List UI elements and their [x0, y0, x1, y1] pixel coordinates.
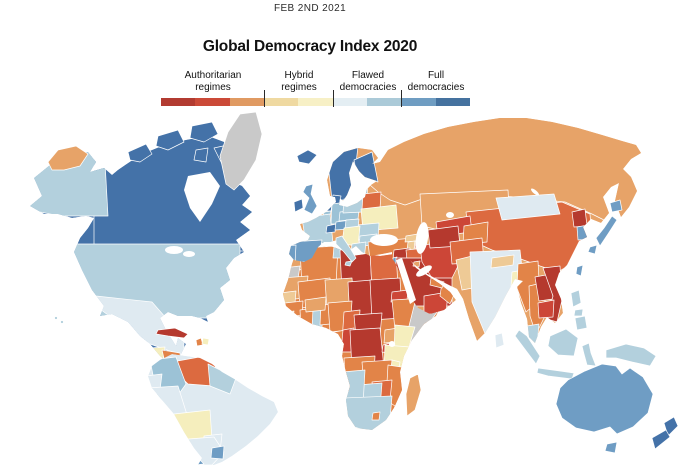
- legend-label-hybrid: Hybrid regimes: [253, 70, 345, 94]
- legend-scale-segment: [195, 98, 230, 106]
- legend-label-line: Full: [427, 70, 445, 81]
- legend-label-line: Flawed: [351, 70, 385, 81]
- legend-tick: [333, 90, 335, 107]
- country-indonesia-sumatra: [514, 329, 541, 365]
- country-arctic-islands: [155, 129, 185, 151]
- country-greenland: [219, 111, 263, 191]
- country-tasmania: [604, 441, 618, 454]
- legend-label-line: regimes: [195, 81, 231, 93]
- great-lakes: [165, 246, 183, 254]
- country-liberia: [290, 315, 303, 328]
- legend-tick: [264, 90, 266, 107]
- legend-scale-segment: [435, 98, 470, 106]
- hawaii-islands: [60, 320, 64, 324]
- country-nepal: [490, 254, 515, 269]
- country-arctic-islands: [193, 147, 209, 163]
- legend-label-line: Hybrid: [284, 70, 314, 81]
- country-sri-lanka: [494, 332, 505, 349]
- country-haiti: [195, 337, 204, 347]
- country-netherlands: [324, 203, 333, 212]
- country-arctic-islands: [127, 143, 153, 163]
- country-philippines-luzon: [570, 289, 582, 308]
- country-iceland: [296, 149, 318, 165]
- page-title: Global Democracy Index 2020: [202, 38, 418, 55]
- legend-label-line: Authoritarian: [184, 70, 242, 81]
- country-taiwan: [575, 264, 584, 277]
- country-norway-sweden: [325, 144, 359, 201]
- aral-sea: [446, 212, 454, 218]
- country-switzerland: [325, 223, 337, 234]
- country-italy: [335, 235, 357, 263]
- country-philippines-visayas: [573, 308, 584, 317]
- legend-scale-segment: [366, 98, 402, 106]
- great-lakes: [183, 251, 195, 257]
- publication-date: FEB 2ND 2021: [273, 3, 347, 14]
- country-kuwait: [412, 260, 421, 268]
- persian-gulf: [416, 265, 432, 277]
- country-new-guinea: [605, 343, 657, 367]
- legend-scale-segment: [161, 98, 196, 106]
- caspian-sea: [415, 222, 429, 254]
- black-sea: [370, 234, 398, 246]
- country-burkina-faso: [304, 296, 327, 313]
- legend-scale-segment: [229, 98, 264, 106]
- country-new-zealand-south: [651, 429, 671, 450]
- country-japan-hokkaido: [609, 199, 623, 213]
- country-uruguay: [210, 445, 225, 460]
- hudson-bay: [184, 172, 220, 222]
- country-australia: [555, 363, 654, 435]
- legend-label-line: democracies: [339, 81, 397, 93]
- country-madagascar: [405, 373, 422, 417]
- legend-label-authoritarian: Authoritarian regimes: [167, 70, 259, 94]
- lake-victoria: [388, 341, 396, 347]
- country-sierra-leone: [283, 310, 295, 323]
- lake-baikal: [530, 188, 540, 196]
- country-south-africa: [343, 395, 393, 430]
- legend-label-line: democracies: [407, 81, 465, 93]
- country-japan-honshu: [595, 215, 618, 247]
- legend-scale-segment: [298, 98, 333, 106]
- legend-label-full: Full democracies: [390, 70, 482, 94]
- red-sea: [396, 258, 416, 304]
- country-cuba: [155, 327, 189, 339]
- country-cambodia: [537, 299, 555, 319]
- country-japan-kyushu: [587, 244, 598, 255]
- legend-label-flawed: Flawed democracies: [322, 70, 414, 94]
- country-russia-chukotka: [47, 145, 89, 171]
- country-north-korea: [571, 208, 588, 228]
- country-indonesia-sulawesi: [581, 342, 597, 367]
- country-dominican-republic: [201, 337, 210, 346]
- legend-scale-segment: [263, 98, 299, 106]
- legend-scale-segment: [332, 98, 367, 106]
- legend-scale-segment: [401, 98, 436, 106]
- legend-tick: [401, 90, 403, 107]
- country-indonesia-java: [536, 367, 575, 380]
- country-arctic-islands: [189, 121, 219, 143]
- hawaii-islands: [54, 316, 58, 320]
- country-indonesia-borneo: [547, 328, 579, 357]
- legend-color-scale: [161, 90, 470, 107]
- country-philippines-mindanao: [574, 315, 588, 331]
- country-lesotho: [371, 411, 381, 421]
- legend-label-line: regimes: [281, 81, 317, 93]
- country-united-kingdom: [302, 183, 318, 215]
- country-ireland: [293, 198, 304, 213]
- country-south-korea: [576, 224, 590, 241]
- country-sicily: [344, 260, 353, 267]
- country-mongolia: [495, 193, 561, 221]
